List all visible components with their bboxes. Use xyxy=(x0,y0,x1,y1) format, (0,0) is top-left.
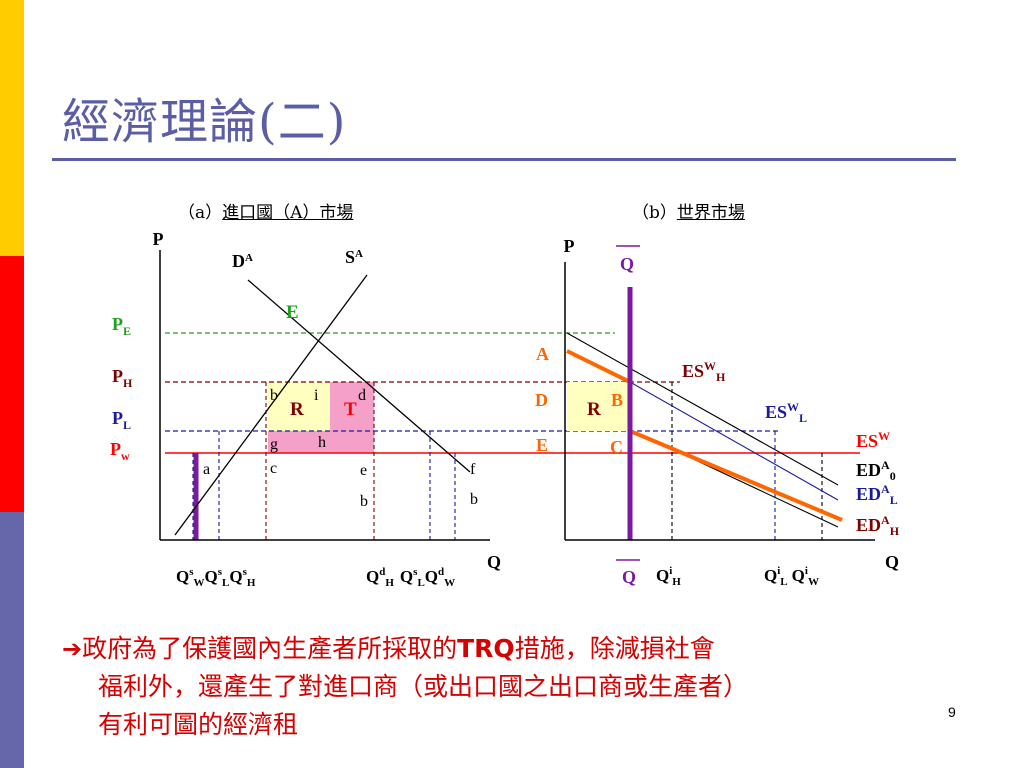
accent-bar-blue xyxy=(0,512,24,768)
page-number: 9 xyxy=(948,704,956,720)
supply-curve xyxy=(174,274,368,536)
qih-label: QiH xyxy=(656,565,681,588)
edh-label: EDAH xyxy=(856,513,900,538)
caption-a-prefix: （a） xyxy=(178,203,223,223)
caption-b-prefix: （b） xyxy=(632,203,677,223)
right-arrow-icon: ➔ xyxy=(62,635,83,663)
caption-panel-b: （b）世界市場 xyxy=(632,198,745,223)
q-labels-right: QdH QsLQdW xyxy=(366,566,455,589)
region-r-shade-b xyxy=(567,382,630,431)
region-r-shade xyxy=(268,382,330,431)
point-b-label: B xyxy=(611,390,623,410)
axis-a-q-label: Q xyxy=(487,552,501,572)
demand-curve xyxy=(247,279,471,473)
point-c-label: C xyxy=(610,437,623,457)
point-a: a xyxy=(203,461,210,478)
title-divider xyxy=(52,158,956,161)
esw-label: ESW xyxy=(856,429,890,451)
pl-label: PL xyxy=(112,408,131,432)
quota-top-label: Q xyxy=(620,254,634,274)
point-e-b: b xyxy=(360,493,368,510)
axis-b-p-label: P xyxy=(564,236,575,256)
point-d: d xyxy=(358,387,366,404)
pw-label: Pw xyxy=(110,439,130,463)
accent-bar-red xyxy=(0,256,24,512)
point-f: f xyxy=(470,461,476,478)
region-t-shade xyxy=(330,382,374,431)
axis-a-p-label: P xyxy=(153,229,164,249)
ed-orange-kinked xyxy=(566,349,843,522)
point-e: e xyxy=(360,462,367,479)
point-g: g xyxy=(270,436,278,453)
ph-label: PH xyxy=(112,366,133,390)
region-t-label: T xyxy=(344,399,357,420)
caption-a-text: 進口國（A）市場 xyxy=(222,203,354,223)
price-e-label: E xyxy=(536,435,548,455)
point-f-b: b xyxy=(470,491,478,508)
quota-bottom-label: Q xyxy=(622,567,636,587)
caption-b-text: 世界市場 xyxy=(676,203,745,223)
region-gh-shade xyxy=(268,431,374,453)
edl-label: EDAL xyxy=(856,482,898,507)
note-line-2: 福利外，還產生了對進口商（或出口國之出口商或生產者） xyxy=(98,672,749,701)
trq-diagram: P Q DA SA E PE PH PL Pw R T b i d g h a … xyxy=(110,229,900,589)
supply-label: SA xyxy=(345,247,363,267)
ed0-label: EDA0 xyxy=(856,458,896,483)
note-trq: TRQ xyxy=(457,634,515,663)
edl-curve xyxy=(629,381,839,501)
accent-bar-yellow xyxy=(0,0,24,256)
caption-panel-a: （a）進口國（A）市場 xyxy=(178,198,353,223)
esw-h-label: ESWH xyxy=(682,359,726,384)
conclusion-note: ➔政府為了保護國內生產者所採取的TRQ措施，除減損社會 福利外，還產生了對進口商… xyxy=(62,630,992,744)
region-r-label-b: R xyxy=(587,399,601,420)
point-i: i xyxy=(314,387,319,404)
equilibrium-label: E xyxy=(286,302,299,323)
price-a-label: A xyxy=(536,344,549,364)
q-labels-left: QsWQsLQsH xyxy=(176,566,256,589)
point-b: b xyxy=(270,387,278,404)
point-h: h xyxy=(318,434,326,451)
ed0-curve xyxy=(566,332,839,486)
axis-b-q-label: Q xyxy=(885,552,899,572)
region-r-label: R xyxy=(290,399,304,420)
point-c: c xyxy=(270,460,277,477)
note-text-1: 政府為了保護國內生產者所採取的 xyxy=(82,634,458,663)
note-text-2: 措施，除減損社會 xyxy=(514,634,715,663)
esw-l-label: ESWL xyxy=(765,400,807,425)
qil-qiw-label: QiL QiW xyxy=(764,565,819,588)
note-line-3: 有利可圖的經濟租 xyxy=(98,710,299,739)
price-d-label: D xyxy=(535,390,548,410)
slide-title: 經濟理論(二) xyxy=(62,94,347,150)
demand-label: DA xyxy=(232,251,253,271)
pe-label: PE xyxy=(112,314,131,338)
